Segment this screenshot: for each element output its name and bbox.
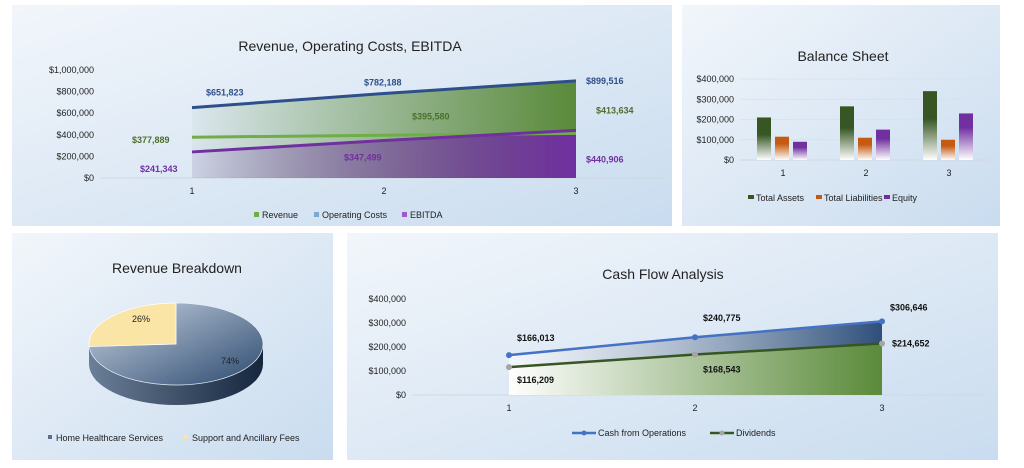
bar bbox=[793, 141, 807, 160]
data-label: $166,013 bbox=[517, 333, 555, 343]
legend-item: Home Healthcare Services bbox=[56, 433, 164, 443]
data-label: $214,652 bbox=[892, 338, 930, 348]
y-tick-label: $200,000 bbox=[696, 115, 734, 125]
data-label: $413,634 bbox=[596, 105, 634, 115]
y-tick-label: $0 bbox=[724, 155, 734, 165]
data-point bbox=[692, 351, 698, 358]
dividends-area bbox=[509, 343, 882, 395]
bar bbox=[941, 139, 955, 160]
data-label: $347,499 bbox=[344, 152, 382, 162]
bar bbox=[858, 137, 872, 160]
legend-item: Total Liabilities bbox=[824, 193, 883, 203]
data-label: $651,823 bbox=[206, 88, 244, 98]
legend-swatch bbox=[48, 435, 52, 439]
legend-swatch bbox=[402, 212, 407, 217]
legend-swatch bbox=[314, 212, 319, 217]
y-tick-label: $800,000 bbox=[56, 87, 94, 97]
y-tick-label: $100,000 bbox=[696, 135, 734, 145]
chart-title: Cash Flow Analysis bbox=[602, 266, 723, 282]
chart-title: Revenue, Operating Costs, EBITDA bbox=[238, 38, 462, 54]
x-tick-label: 3 bbox=[879, 403, 884, 413]
legend-swatch bbox=[184, 435, 188, 439]
x-tick-label: 3 bbox=[946, 168, 951, 178]
data-point bbox=[506, 364, 512, 371]
data-point bbox=[692, 334, 698, 341]
data-label: $240,775 bbox=[703, 313, 741, 323]
legend-item: Total Assets bbox=[756, 193, 805, 203]
bar bbox=[959, 113, 973, 160]
data-label: $440,906 bbox=[586, 154, 624, 164]
chart-title: Balance Sheet bbox=[797, 48, 888, 64]
legend-swatch bbox=[884, 195, 890, 199]
y-tick-label: $200,000 bbox=[368, 342, 406, 352]
legend-item: Support and Ancillary Fees bbox=[192, 433, 300, 443]
data-label: 26% bbox=[132, 314, 150, 324]
legend-item: Equity bbox=[892, 193, 918, 203]
y-tick-label: $200,000 bbox=[56, 151, 94, 161]
x-tick-label: 2 bbox=[863, 168, 868, 178]
legend-marker bbox=[581, 430, 587, 436]
x-tick-label: 1 bbox=[189, 186, 194, 196]
data-point bbox=[506, 352, 512, 359]
data-label: $782,188 bbox=[364, 78, 402, 88]
y-tick-label: $0 bbox=[84, 173, 94, 183]
data-point bbox=[879, 340, 885, 347]
data-label: $168,543 bbox=[703, 365, 741, 375]
legend-item: Dividends bbox=[736, 428, 776, 438]
operating-costs-line bbox=[191, 79, 577, 110]
legend-item: Operating Costs bbox=[322, 210, 388, 220]
legend-swatch bbox=[816, 195, 822, 199]
legend-swatch bbox=[748, 195, 754, 199]
y-tick-label: $400,000 bbox=[696, 74, 734, 84]
pie-slice-support-fees bbox=[88, 302, 177, 347]
ebitda-line bbox=[191, 128, 577, 154]
cash-operations-area bbox=[509, 321, 882, 368]
legend-swatch bbox=[254, 212, 259, 217]
y-tick-label: $400,000 bbox=[56, 130, 94, 140]
y-tick-label: $600,000 bbox=[56, 108, 94, 118]
bar bbox=[876, 129, 890, 160]
x-tick-label: 1 bbox=[780, 168, 785, 178]
bar bbox=[757, 117, 771, 160]
legend-marker bbox=[719, 430, 725, 436]
chart-title: Revenue Breakdown bbox=[112, 260, 242, 276]
data-label: 74% bbox=[221, 356, 239, 366]
data-label: $241,343 bbox=[140, 164, 178, 174]
x-tick-label: 1 bbox=[506, 403, 511, 413]
y-tick-label: $0 bbox=[396, 390, 406, 400]
y-tick-label: $300,000 bbox=[696, 94, 734, 104]
data-label: $116,209 bbox=[517, 375, 554, 385]
data-point bbox=[879, 318, 885, 325]
y-tick-label: $100,000 bbox=[368, 366, 406, 376]
y-tick-label: $400,000 bbox=[368, 294, 406, 304]
x-tick-label: 3 bbox=[573, 186, 578, 196]
pie-side bbox=[89, 344, 263, 405]
data-label: $395,580 bbox=[412, 111, 450, 121]
x-tick-label: 2 bbox=[381, 186, 386, 196]
x-tick-label: 2 bbox=[692, 403, 697, 413]
data-label: $306,646 bbox=[890, 302, 928, 312]
legend-item: Revenue bbox=[262, 210, 298, 220]
ebitda-area bbox=[192, 130, 576, 178]
data-label: $899,516 bbox=[586, 76, 624, 86]
bar bbox=[840, 106, 854, 160]
data-label: $377,889 bbox=[132, 135, 170, 145]
legend-item: EBITDA bbox=[410, 210, 443, 220]
bar bbox=[775, 136, 789, 160]
y-tick-label: $300,000 bbox=[368, 318, 406, 328]
y-tick-label: $1,000,000 bbox=[49, 65, 94, 75]
legend-item: Cash from Operations bbox=[598, 428, 687, 438]
bar bbox=[923, 91, 937, 160]
